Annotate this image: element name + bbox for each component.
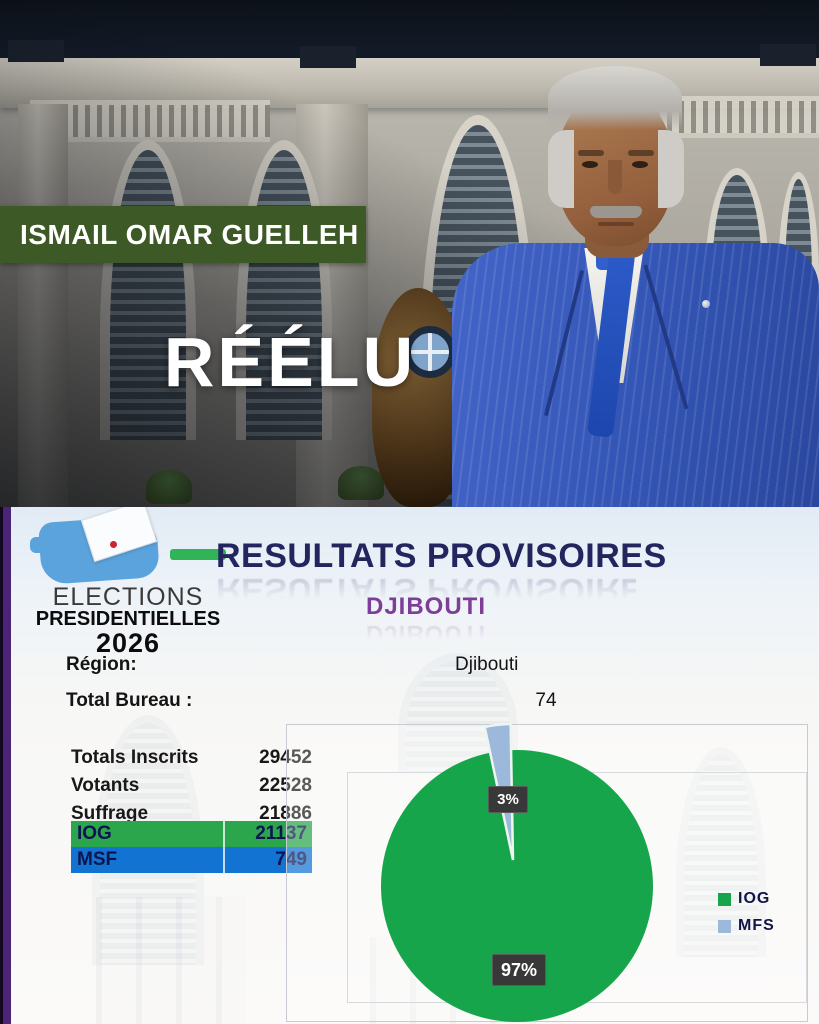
row-value: 21886 — [259, 803, 312, 824]
legend-swatch-iog — [718, 892, 731, 906]
lapel-pin — [702, 300, 710, 308]
legend-item-iog: IOG — [718, 890, 775, 908]
table-row: Suffrage 21886 — [71, 801, 312, 827]
bureau-row: Total Bureau : 74 — [66, 690, 586, 712]
pie-label-mfs: 3% — [488, 786, 528, 813]
eyebrow — [578, 150, 604, 156]
green-bar-icon — [170, 549, 226, 560]
plant — [146, 470, 192, 504]
table-row-msf: MSF 749 — [71, 847, 312, 873]
election-logo: ELECTIONS PRESIDENTIELLES 2026 — [28, 507, 228, 658]
mustache — [590, 206, 642, 218]
eyebrow — [628, 150, 654, 156]
chart-legend: IOG MFS — [718, 890, 775, 935]
row-value: 21137 — [255, 823, 307, 844]
results-title: RESULTATS PROVISOIRES — [216, 537, 667, 575]
row-label: Totals Inscrits — [71, 747, 199, 768]
table-row: Totals Inscrits 29452 — [71, 745, 312, 771]
logo-line-year: 2026 — [95, 628, 161, 658]
results-panel: ELECTIONS PRESIDENTIELLES 2026 RESULTATS… — [0, 507, 819, 1024]
row-label: IOG — [77, 823, 112, 844]
faint-arch — [398, 653, 518, 773]
row-value: 749 — [275, 849, 307, 870]
logo-line-presidentielles: PRESIDENTIELLES — [35, 608, 221, 630]
eye — [632, 161, 648, 168]
candidate-name: ISMAIL OMAR GUELLEH — [20, 218, 359, 250]
pie-slice-iog — [381, 750, 653, 1022]
nose — [608, 160, 622, 194]
purple-stripe — [0, 507, 11, 1024]
legend-label-mfs: MFS — [738, 917, 775, 934]
reelected-text: RÉÉLU — [163, 323, 417, 401]
red-dot-icon — [110, 541, 117, 548]
legend-swatch-mfs — [718, 919, 731, 933]
bureau-value: 74 — [535, 690, 557, 711]
gray-hair — [658, 130, 684, 208]
gray-hair — [548, 66, 682, 130]
table-row: Votants 22528 — [71, 773, 312, 799]
legend-item-mfs: MFS — [718, 917, 775, 935]
row-label: Votants — [71, 775, 140, 796]
results-subtitle-reflection: DJIBOUTI — [365, 620, 486, 647]
gray-hair — [548, 130, 574, 208]
ballot-box-icon — [30, 537, 70, 553]
mouth — [598, 222, 634, 226]
table-row-iog: IOG 21137 — [71, 821, 312, 847]
palace-photo: ISMAIL OMAR GUELLEH RÉÉLU — [0, 0, 819, 507]
row-value: 22528 — [259, 775, 312, 796]
legend-label-iog: IOG — [738, 890, 771, 907]
eye — [582, 161, 598, 168]
bureau-label: Total Bureau : — [66, 690, 193, 711]
faint-window — [96, 897, 246, 1024]
row-label: Suffrage — [71, 803, 149, 824]
plant — [338, 466, 384, 500]
region-label: Région: — [66, 654, 137, 675]
name-banner: ISMAIL OMAR GUELLEH — [0, 206, 366, 263]
region-row: Région: Djibouti — [66, 654, 586, 676]
logo-line-elections: ELECTIONS — [52, 583, 204, 611]
row-value: 29452 — [259, 747, 312, 768]
pie-label-iog: 97% — [492, 954, 546, 986]
row-label: MSF — [77, 849, 118, 870]
region-value: Djibouti — [455, 654, 519, 675]
results-subtitle: DJIBOUTI — [365, 593, 486, 620]
